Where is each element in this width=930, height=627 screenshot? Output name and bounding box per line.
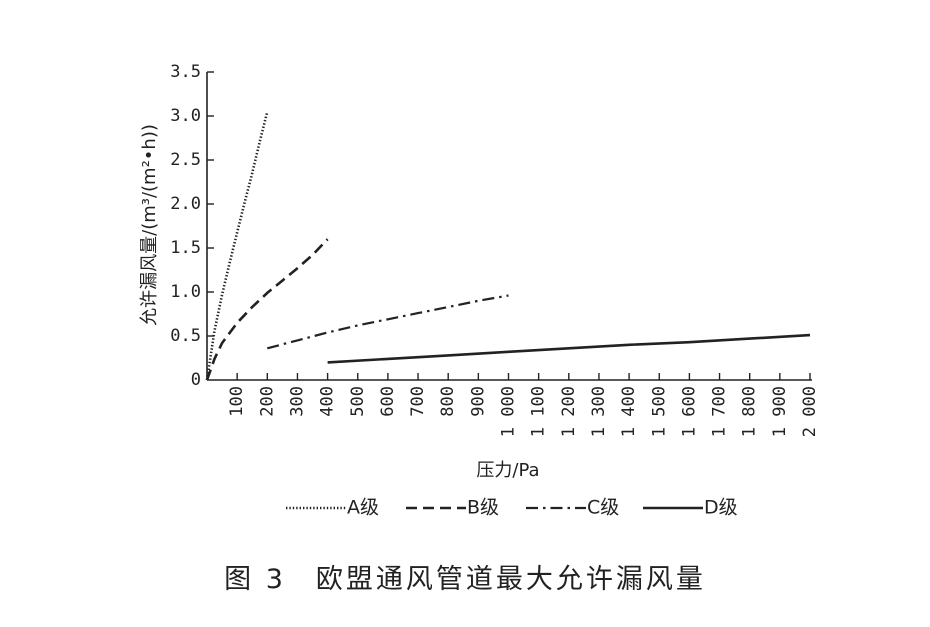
x-tick-label: 1 300 xyxy=(589,386,609,437)
x-tick-label: 200 xyxy=(257,386,277,417)
x-tick-label: 1 400 xyxy=(619,386,639,437)
x-tick-label: 1 500 xyxy=(649,386,669,437)
y-tick-label: 0.5 xyxy=(170,326,201,346)
x-tick-label: 100 xyxy=(227,386,247,417)
legend-label: C级 xyxy=(587,497,619,519)
x-tick-label: 600 xyxy=(378,386,398,417)
x-tick-label: 900 xyxy=(468,386,488,417)
y-axis-label: 允许漏风量/(m³/(m²•h)) xyxy=(139,124,160,326)
series-line-4 xyxy=(327,333,811,364)
legend: A级 B级 C级 D级 xyxy=(286,497,738,519)
y-tick-label: 1.0 xyxy=(170,282,201,302)
x-tick-label: 800 xyxy=(438,386,458,417)
x-tick-label: 2 000 xyxy=(800,386,820,437)
series-line-2 xyxy=(205,238,329,381)
x-tick-label: 300 xyxy=(287,386,307,417)
x-tick-label: 1 600 xyxy=(679,386,699,437)
x-tick-label: 400 xyxy=(318,386,338,417)
series-group xyxy=(205,111,811,381)
y-tick-label: 2.5 xyxy=(170,150,201,170)
y-tick-label: 1.5 xyxy=(170,238,201,258)
x-tick-label: 1 000 xyxy=(499,386,519,437)
legend-label: A级 xyxy=(347,497,379,519)
x-tick-label: 700 xyxy=(408,386,428,417)
x-tick-label: 1 100 xyxy=(529,386,549,437)
x-tick-label: 500 xyxy=(348,386,368,417)
x-tick-label: 1 700 xyxy=(710,386,730,437)
ticks-group: 0 0.5 1.0 1.5 2.0 2.5 3.0 3.5 100 200 300 400 500 600… xyxy=(170,62,820,437)
y-tick-label: 3.0 xyxy=(170,106,201,126)
x-tick-label: 1 900 xyxy=(770,386,790,437)
y-tick-label: 2.0 xyxy=(170,194,201,214)
x-tick-label: 1 200 xyxy=(559,386,579,437)
x-tick-label: 1 800 xyxy=(740,386,760,437)
x-axis-label: 压力/Pa xyxy=(476,460,539,481)
y-tick-label: 0 xyxy=(191,370,201,390)
figure-caption: 图 3 欧盟通风管道最大允许漏风量 xyxy=(224,564,706,595)
series-line-1 xyxy=(205,111,269,381)
y-tick-label: 3.5 xyxy=(170,62,201,82)
axes-group xyxy=(206,72,812,381)
legend-label: B级 xyxy=(467,497,499,519)
legend-label: D级 xyxy=(704,497,738,519)
series-line-3 xyxy=(267,294,509,350)
